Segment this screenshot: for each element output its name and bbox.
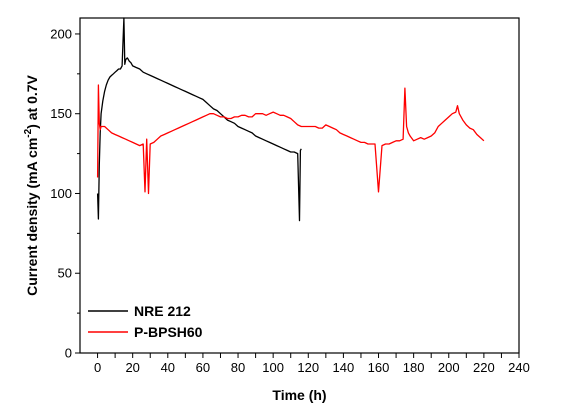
x-tick-label: 100: [262, 360, 284, 375]
plot-frame: [79, 17, 520, 354]
x-tick-label: 240: [508, 360, 530, 375]
series-line-1: [96, 84, 485, 195]
legend: NRE 212 P-BPSH60: [88, 303, 203, 340]
legend-label-pbpsh60: P-BPSH60: [134, 324, 203, 340]
y-tick-label: 150: [50, 106, 72, 121]
x-tick-label: 80: [231, 360, 245, 375]
ticks-layer: [75, 33, 520, 358]
x-tick-label: 120: [297, 360, 319, 375]
y-axis-title-superscript: -2: [23, 128, 34, 137]
y-tick-label: 200: [50, 26, 72, 41]
series-line-0: [96, 17, 302, 222]
x-tick-label: 60: [196, 360, 210, 375]
series-layer: [96, 17, 485, 222]
y-tick-label: 50: [58, 266, 72, 281]
x-tick-labels: 0 20 40 60 80 100 120 140 160 180 200 220 240: [94, 360, 530, 375]
legend-label-nre212: NRE 212: [134, 303, 191, 319]
x-tick-label: 40: [161, 360, 175, 375]
x-tick-label: 180: [403, 360, 425, 375]
y-tick-labels: 0 50 100 150 200: [50, 26, 72, 360]
y-tick-label: 100: [50, 186, 72, 201]
x-tick-label: 0: [94, 360, 101, 375]
x-tick-label: 220: [473, 360, 495, 375]
y-axis-title: Current density (mA cm-2) at 0.7V: [23, 74, 40, 295]
x-tick-label: 160: [368, 360, 390, 375]
y-axis-title-main: Current density (mA cm: [24, 138, 40, 296]
y-axis-title-suffix: ) at 0.7V: [24, 74, 40, 128]
x-tick-label: 20: [125, 360, 139, 375]
x-axis-title: Time (h): [272, 387, 326, 403]
x-tick-label: 200: [438, 360, 460, 375]
x-tick-label: 140: [333, 360, 355, 375]
y-tick-label: 0: [65, 346, 72, 361]
